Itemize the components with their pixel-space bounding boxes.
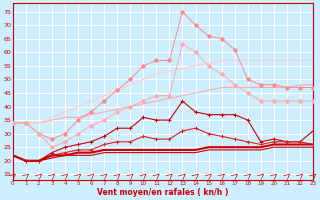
X-axis label: Vent moyen/en rafales ( kn/h ): Vent moyen/en rafales ( kn/h ) [97, 188, 228, 197]
